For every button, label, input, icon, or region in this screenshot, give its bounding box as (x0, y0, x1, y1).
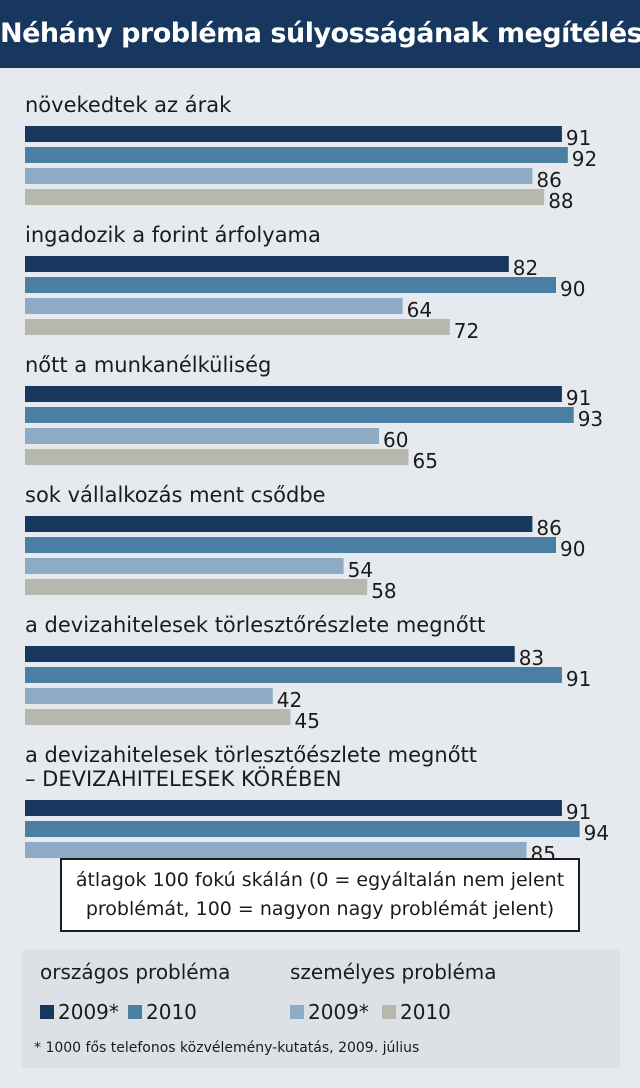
value-label: 45 (295, 709, 320, 733)
legend-item-national-2009: 2009* (40, 1000, 119, 1024)
value-label: 54 (348, 558, 373, 582)
value-label: 82 (513, 256, 538, 280)
bar (25, 688, 273, 704)
value-label: 65 (413, 449, 438, 473)
bar (25, 449, 409, 465)
bar (25, 256, 509, 272)
bar (25, 516, 533, 532)
value-label: 92 (572, 147, 597, 171)
legend-label: 2009* (58, 1000, 119, 1024)
value-label: 91 (566, 800, 591, 824)
value-label: 93 (578, 407, 603, 431)
value-label: 86 (536, 516, 561, 540)
bar (25, 319, 450, 335)
value-label: 88 (548, 189, 573, 213)
value-label: 91 (566, 126, 591, 150)
category-label: a devizahitelesek törlesztőészlete megnő… (25, 743, 477, 767)
bar (25, 147, 568, 163)
bar (25, 386, 562, 402)
legend-swatch (382, 1005, 396, 1019)
bar (25, 277, 556, 293)
chart-title: Néhány probléma súlyosságának megítélése (0, 0, 640, 68)
legend-item-national-2010: 2010 (128, 1000, 197, 1024)
category-label: nőtt a munkanélküliség (25, 353, 271, 377)
legend-swatch (290, 1005, 304, 1019)
legend-heading-personal: személyes probléma (290, 960, 497, 984)
bar (25, 667, 562, 683)
value-label: 90 (560, 277, 585, 301)
scale-note: átlagok 100 fokú skálán (0 = egyáltalán … (60, 858, 580, 932)
legend-swatch (128, 1005, 142, 1019)
value-label: 83 (519, 646, 544, 670)
value-label: 72 (454, 319, 479, 343)
value-label: 91 (566, 667, 591, 691)
legend-label: 2009* (308, 1000, 369, 1024)
bar (25, 189, 545, 205)
bar (25, 537, 556, 553)
value-label: 94 (584, 821, 609, 845)
value-label: 90 (560, 537, 585, 561)
scale-note-line-1: átlagok 100 fokú skálán (0 = egyáltalán … (75, 869, 565, 891)
value-label: 60 (383, 428, 408, 452)
legend-swatch (40, 1005, 54, 1019)
value-label: 85 (531, 842, 556, 858)
value-label: 86 (536, 168, 561, 192)
category-label: sok vállalkozás ment csődbe (25, 483, 326, 507)
footnote: * 1000 fős telefonos közvélemény-kutatás… (34, 1040, 420, 1056)
legend-label: 2010 (400, 1000, 451, 1024)
legend-item-personal-2010: 2010 (382, 1000, 451, 1024)
value-label: 42 (277, 688, 302, 712)
bar (25, 800, 562, 816)
category-label: – DEVIZAHITELESEK KÖRÉBEN (25, 766, 341, 791)
bar (25, 298, 403, 314)
category-label: növekedtek az árak (25, 93, 232, 117)
value-label: 91 (566, 386, 591, 410)
bar (25, 709, 291, 725)
category-label: ingadozik a forint árfolyama (25, 223, 321, 247)
bar (25, 579, 368, 595)
scale-note-line-2: problémát, 100 = nagyon nagy problémát j… (85, 898, 555, 920)
category-label: a devizahitelesek törlesztőrészlete megn… (25, 613, 485, 637)
legend: országos probléma személyes probléma 200… (22, 950, 620, 1068)
bar (25, 428, 379, 444)
bar (25, 126, 562, 142)
bar (25, 407, 574, 423)
bar (25, 646, 515, 662)
value-label: 58 (371, 579, 396, 603)
legend-item-personal-2009: 2009* (290, 1000, 369, 1024)
value-label: 64 (407, 298, 432, 322)
bar (25, 842, 527, 858)
bar (25, 168, 533, 184)
bar (25, 821, 580, 837)
legend-label: 2010 (146, 1000, 197, 1024)
legend-heading-national: országos probléma (40, 960, 231, 984)
bar (25, 558, 344, 574)
